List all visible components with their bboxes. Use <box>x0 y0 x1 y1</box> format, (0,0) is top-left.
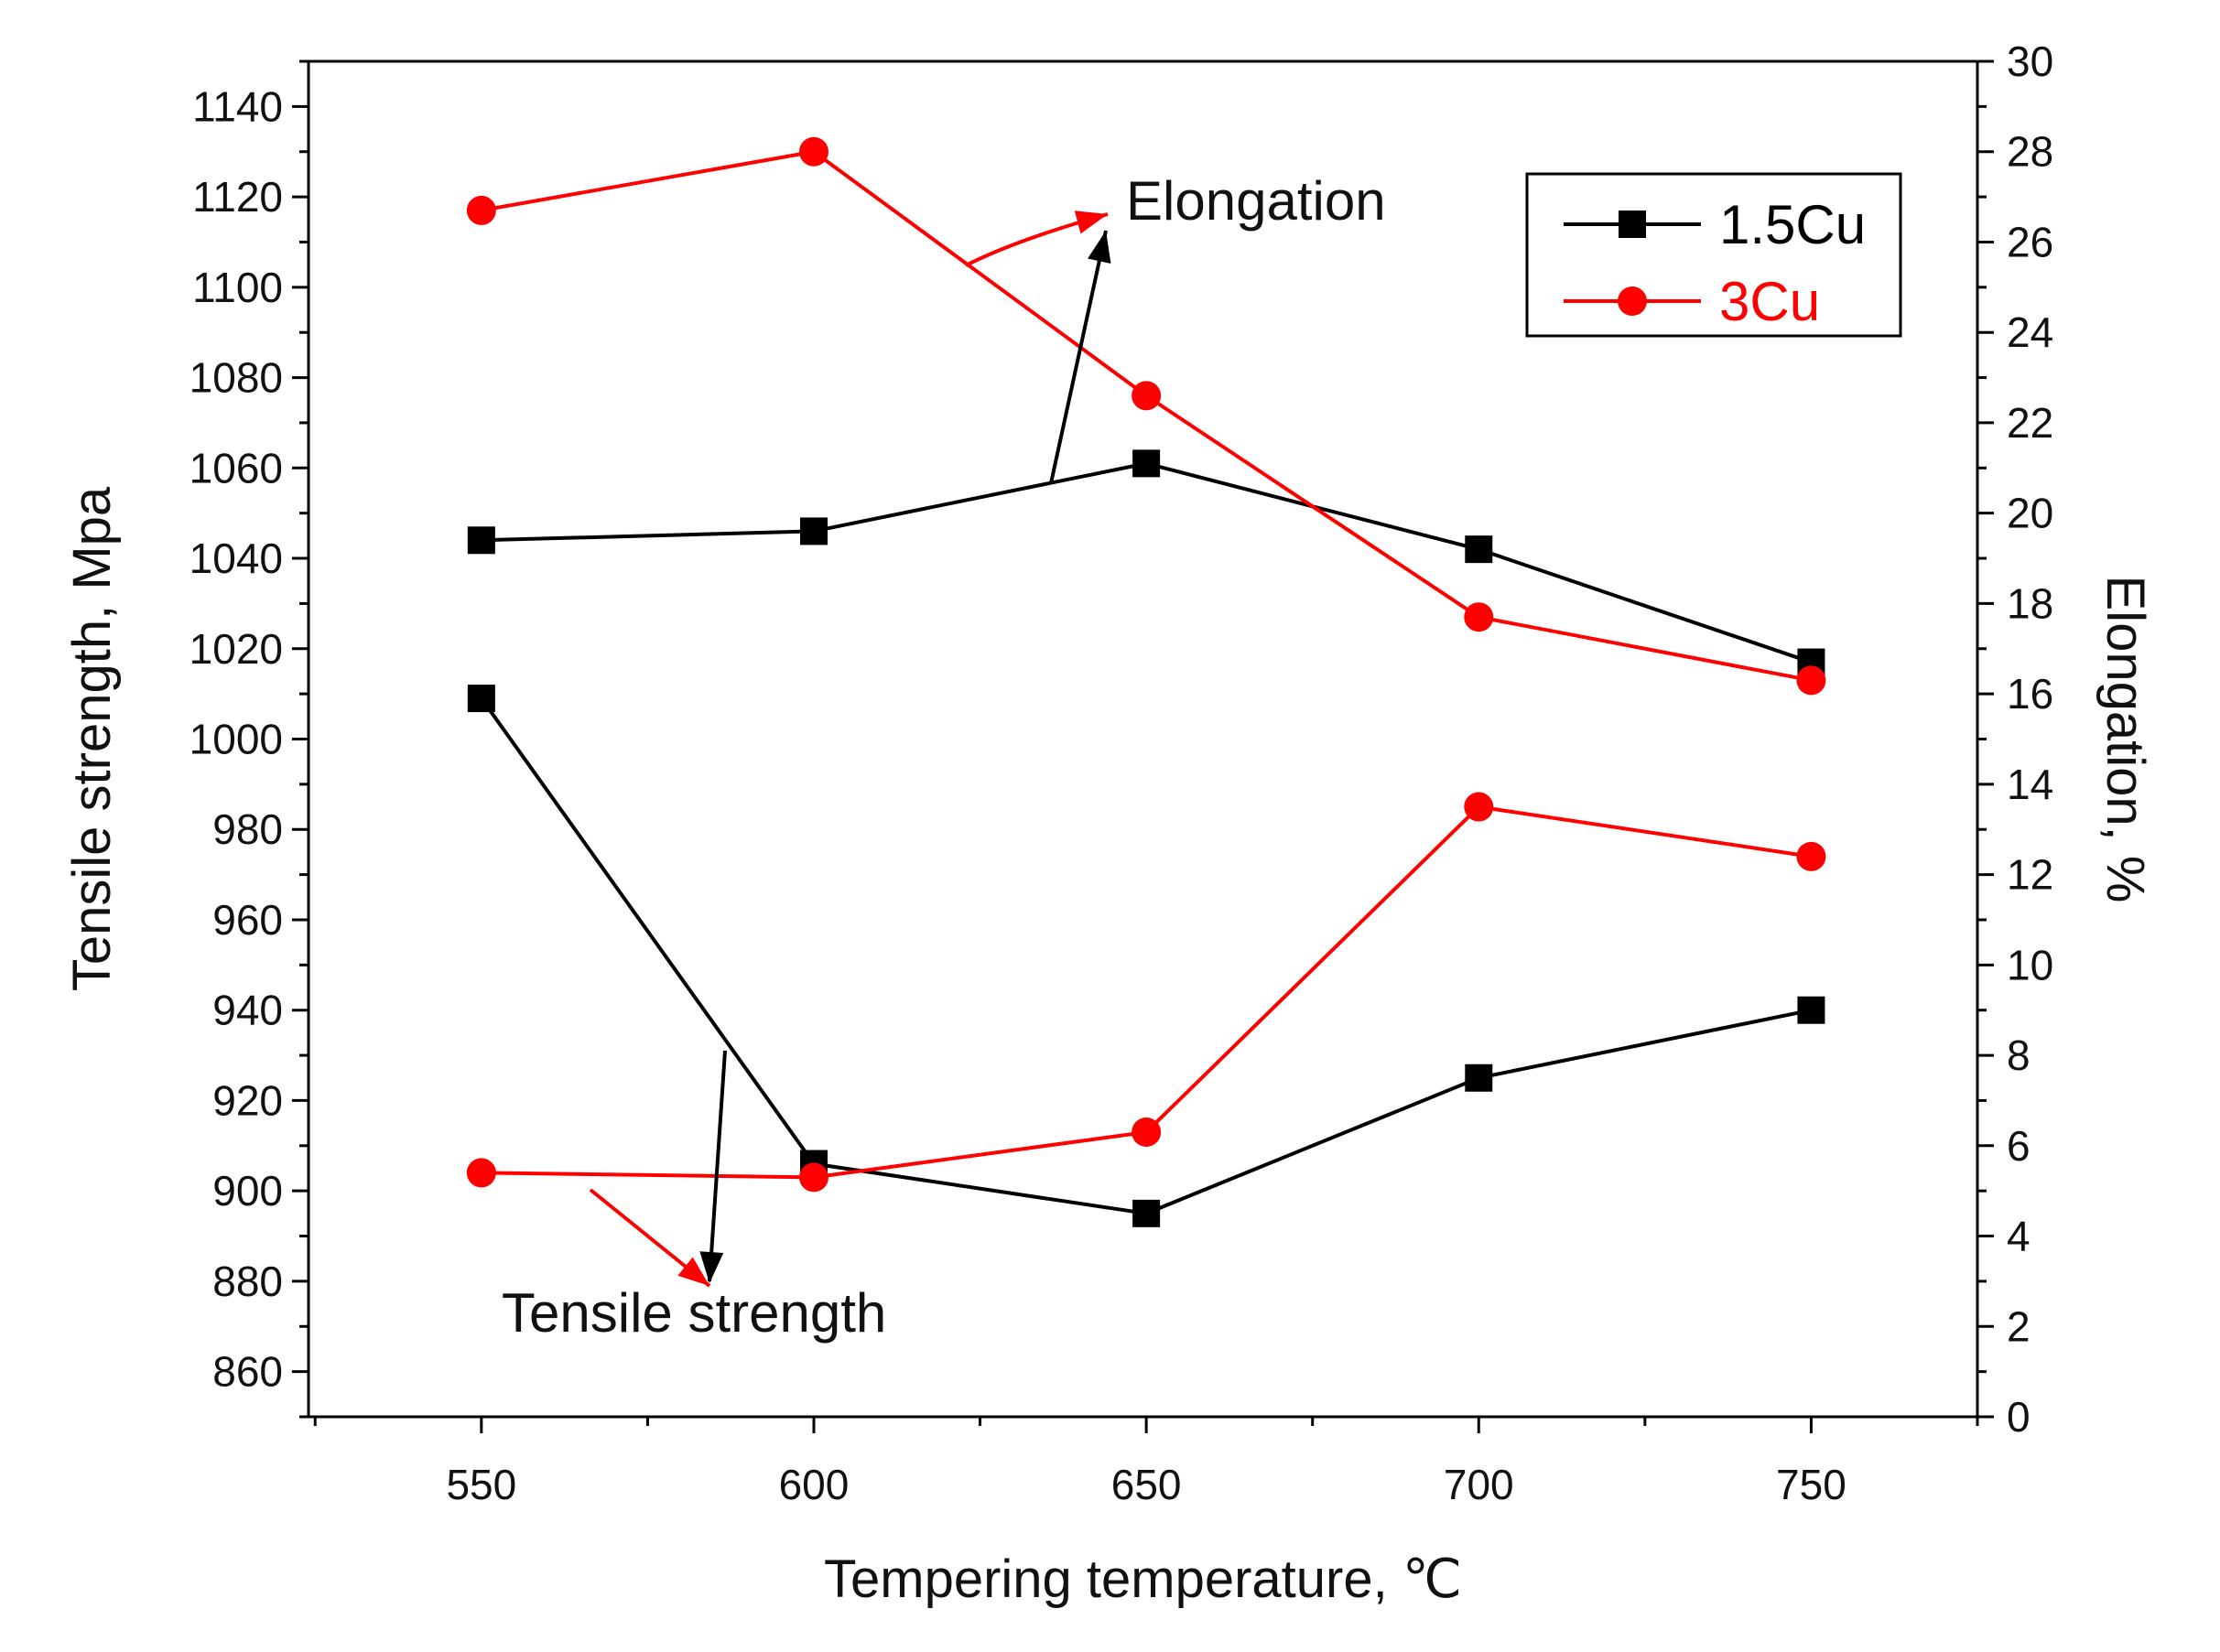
y2-tick-label: 20 <box>2007 490 2053 537</box>
data-point-3Cu-elongation <box>1132 381 1162 411</box>
x-tick-label: 750 <box>1776 1461 1846 1508</box>
y2-tick-label: 2 <box>2007 1302 2030 1350</box>
y-tick-label: 940 <box>212 987 283 1034</box>
y2-tick-label: 26 <box>2007 218 2053 265</box>
y-tick-label: 960 <box>212 896 283 944</box>
x-tick-label: 700 <box>1444 1461 1514 1508</box>
annotation-tensile-strength: Tensile strength <box>502 1282 886 1344</box>
y2-tick-label: 22 <box>2007 399 2053 447</box>
legend-marker-square <box>1619 211 1646 238</box>
y-tick-label: 1100 <box>192 264 283 311</box>
data-point-3Cu-tensile-strength <box>1464 792 1494 822</box>
y2-tick-label: 18 <box>2007 579 2053 627</box>
elongation-arrowhead-black <box>1088 231 1111 264</box>
y-tick-label: 1000 <box>190 716 283 763</box>
elongation-arrowhead-red <box>1074 211 1108 234</box>
y-tick-label: 1060 <box>190 444 283 491</box>
data-point-15Cu-elongation <box>467 526 495 555</box>
data-point-3Cu-elongation <box>466 195 496 225</box>
y-axis-title: Tensile strength, Mpa <box>62 486 122 991</box>
y2-tick-label: 14 <box>2007 761 2053 808</box>
y-tick-label: 860 <box>212 1348 283 1396</box>
x-axis-title: Tempering temperature, ℃ <box>824 1549 1462 1609</box>
y-tick-label: 980 <box>212 805 283 853</box>
y2-tick-label: 4 <box>2007 1213 2030 1260</box>
series-line-15Cu-elongation <box>481 461 1813 664</box>
x-tick-label: 600 <box>779 1461 850 1508</box>
y-tick-label: 900 <box>212 1167 283 1215</box>
y-tick-label: 920 <box>212 1076 283 1124</box>
y-tick-label: 1040 <box>190 534 283 582</box>
annotation-elongation: Elongation <box>1126 170 1386 232</box>
data-point-15Cu-tensile-strength <box>467 685 495 713</box>
legend-box <box>1525 172 1902 338</box>
y-tick-label: 1080 <box>190 354 283 402</box>
data-point-3Cu-tensile-strength <box>1796 841 1826 871</box>
y-tick-label: 1020 <box>190 625 283 673</box>
y2-tick-label: 24 <box>2007 308 2053 356</box>
data-point-3Cu-elongation <box>1464 602 1494 632</box>
y2-tick-label: 30 <box>2007 38 2053 85</box>
data-point-15Cu-tensile-strength <box>1797 996 1825 1024</box>
tensile-arrowhead-black <box>699 1251 724 1283</box>
data-point-3Cu-elongation <box>798 136 828 167</box>
legend-label: 3Cu <box>1719 271 1820 332</box>
y2-tick-label: 16 <box>2007 670 2053 718</box>
y-tick-label: 1140 <box>192 82 283 130</box>
y2-tick-label: 10 <box>2007 941 2053 988</box>
y2-tick-label: 6 <box>2007 1122 2030 1170</box>
data-point-3Cu-tensile-strength <box>798 1162 828 1193</box>
legend-label: 1.5Cu <box>1719 194 1866 255</box>
y2-axis-title: Elongation, % <box>2095 576 2155 903</box>
elongation-arrow-black <box>1049 230 1108 484</box>
y2-tick-label: 12 <box>2007 851 2053 899</box>
tensile-arrow-black <box>708 1050 727 1282</box>
y2-tick-label: 0 <box>2007 1393 2030 1441</box>
y-tick-label: 880 <box>212 1258 283 1305</box>
y-tick-label: 1120 <box>192 173 283 221</box>
y2-tick-label: 28 <box>2007 128 2053 176</box>
data-point-15Cu-elongation <box>1465 535 1493 564</box>
data-point-15Cu-elongation <box>799 517 828 545</box>
data-point-15Cu-tensile-strength <box>1465 1064 1493 1092</box>
data-point-3Cu-tensile-strength <box>466 1158 496 1188</box>
legend-marker-circle <box>1618 286 1647 316</box>
data-point-15Cu-tensile-strength <box>1132 1199 1161 1227</box>
tensile-arrowhead-red <box>677 1257 709 1286</box>
x-tick-label: 650 <box>1111 1461 1182 1508</box>
data-point-15Cu-elongation <box>1132 449 1161 478</box>
x-tick-label: 550 <box>446 1461 516 1508</box>
y2-tick-label: 8 <box>2007 1031 2030 1079</box>
data-point-3Cu-tensile-strength <box>1132 1117 1162 1147</box>
data-point-3Cu-elongation <box>1796 665 1826 696</box>
